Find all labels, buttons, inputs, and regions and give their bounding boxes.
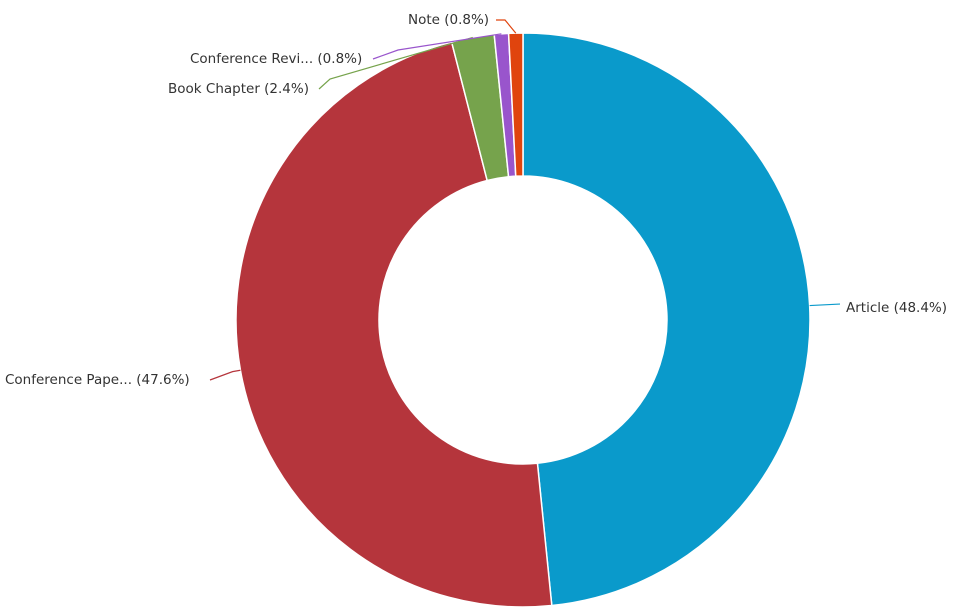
- slice-label-4: Note (0.8%): [408, 12, 489, 28]
- slices-group: [235, 32, 811, 608]
- leader-line-3: [372, 33, 502, 60]
- slice-label-0: Article (48.4%): [846, 300, 947, 316]
- leader-line-0: [809, 303, 840, 307]
- leader-lines-group: [209, 19, 840, 381]
- slice-label-3: Conference Revi... (0.8%): [190, 51, 362, 67]
- slice-label-2: Book Chapter (2.4%): [168, 81, 309, 97]
- leader-line-2: [318, 36, 473, 90]
- labels-group: Article (48.4%) Conference Pape... (47.6%…: [5, 12, 947, 388]
- slice-label-1: Conference Pape... (47.6%): [5, 372, 190, 388]
- slice-4[interactable]: [507, 32, 524, 177]
- leader-line-1: [209, 369, 241, 381]
- slice-0[interactable]: [522, 32, 811, 607]
- slice-1[interactable]: [235, 41, 553, 608]
- leader-line-4: [496, 19, 517, 34]
